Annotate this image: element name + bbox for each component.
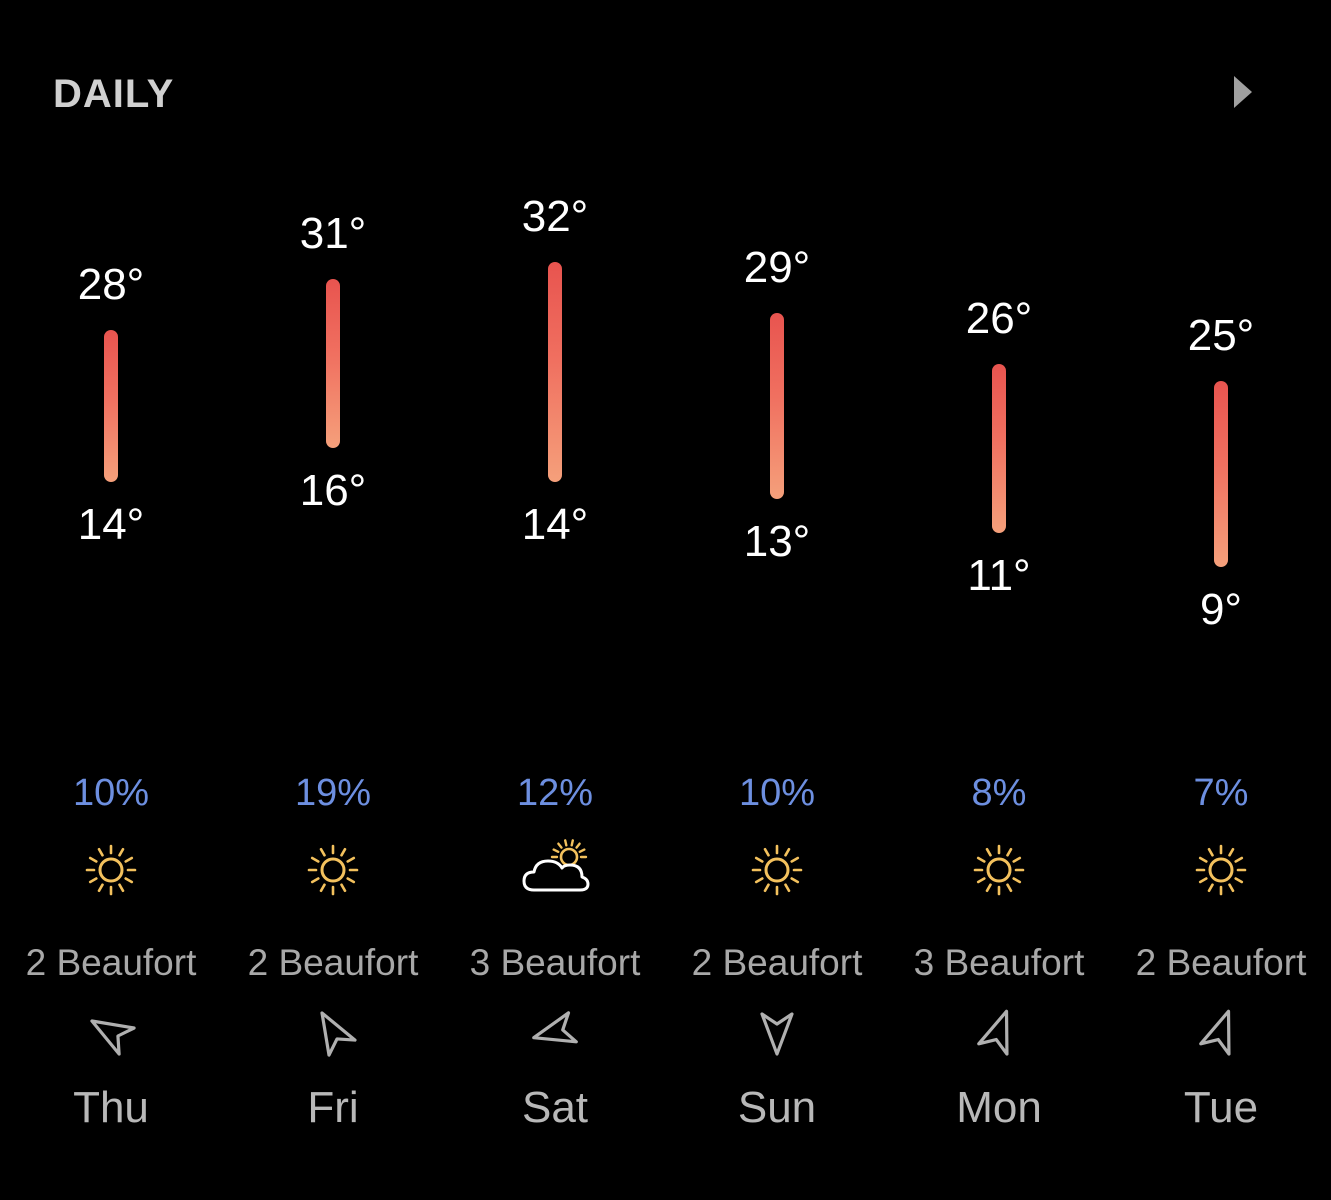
day-column-sun[interactable]: 29° 13° 10% 2 Beaufort Sun [666, 0, 888, 1200]
wind-direction-arrow-icon [752, 1002, 802, 1062]
day-column-tue[interactable]: 25° 9° 7% 2 Beaufort Tue [1110, 0, 1331, 1200]
partly-cloudy-icon [520, 835, 590, 905]
temperature-range-bar [104, 329, 118, 483]
wind-direction-arrow-icon [308, 1002, 358, 1062]
high-temperature: 31° [299, 208, 367, 258]
high-temperature: 29° [743, 242, 811, 292]
high-temperature: 25° [1187, 310, 1255, 360]
precipitation-chance: 10% [738, 772, 816, 814]
low-temperature: 11° [967, 551, 1031, 601]
high-temperature: 32° [521, 192, 589, 241]
wind-direction-arrow-icon [974, 1002, 1024, 1062]
day-column-sat[interactable]: 32° 14° 12% 3 Beaufort Sat [444, 0, 666, 1200]
day-label: Tue [1183, 1083, 1259, 1132]
temperature-range-bar [326, 278, 340, 449]
day-column-thu[interactable]: 28° 14° 10% 2 Beaufort Thu [0, 0, 222, 1200]
day-label: Fri [307, 1083, 359, 1132]
precipitation-chance: 7% [1193, 772, 1249, 814]
precipitation-chance: 19% [294, 772, 372, 814]
wind-speed: 2 Beaufort [691, 942, 863, 983]
day-column-fri[interactable]: 31° 16° 19% 2 Beaufort Fri [222, 0, 444, 1200]
wind-direction-arrow-icon [86, 1002, 136, 1062]
low-temperature: 16° [299, 466, 367, 516]
day-column-mon[interactable]: 26° 11° 8% 3 Beaufort Mon [888, 0, 1110, 1200]
wind-speed: 3 Beaufort [469, 942, 641, 983]
day-label: Mon [956, 1083, 1042, 1132]
temperature-range-bar [548, 262, 562, 483]
day-label: Sun [737, 1083, 817, 1132]
low-temperature: 14° [77, 500, 145, 550]
low-temperature: 9° [1199, 585, 1243, 634]
precipitation-chance: 10% [72, 772, 150, 814]
high-temperature: 28° [77, 259, 145, 309]
wind-speed: 2 Beaufort [247, 942, 419, 983]
wind-direction-arrow-icon [1196, 1002, 1246, 1062]
wind-speed: 2 Beaufort [25, 942, 197, 983]
sun-icon [964, 835, 1034, 905]
low-temperature: 13° [743, 517, 811, 567]
temperature-range-bar [992, 363, 1006, 534]
section-title: DAILY [53, 72, 175, 116]
day-label: Sat [521, 1083, 589, 1132]
chevron-right-icon[interactable] [1228, 72, 1258, 112]
temperature-range-bar [770, 312, 784, 500]
sun-icon [298, 835, 368, 905]
high-temperature: 26° [965, 293, 1033, 343]
sun-icon [742, 835, 812, 905]
temperature-range-bar [1214, 380, 1228, 567]
wind-speed: 2 Beaufort [1135, 942, 1307, 983]
day-label: Thu [73, 1083, 149, 1132]
sun-icon [76, 835, 146, 905]
precipitation-chance: 12% [516, 772, 594, 814]
wind-speed: 3 Beaufort [913, 942, 1085, 983]
precipitation-chance: 8% [971, 772, 1027, 814]
wind-direction-arrow-icon [530, 1002, 580, 1062]
low-temperature: 14° [521, 500, 589, 550]
sun-icon [1186, 835, 1256, 905]
